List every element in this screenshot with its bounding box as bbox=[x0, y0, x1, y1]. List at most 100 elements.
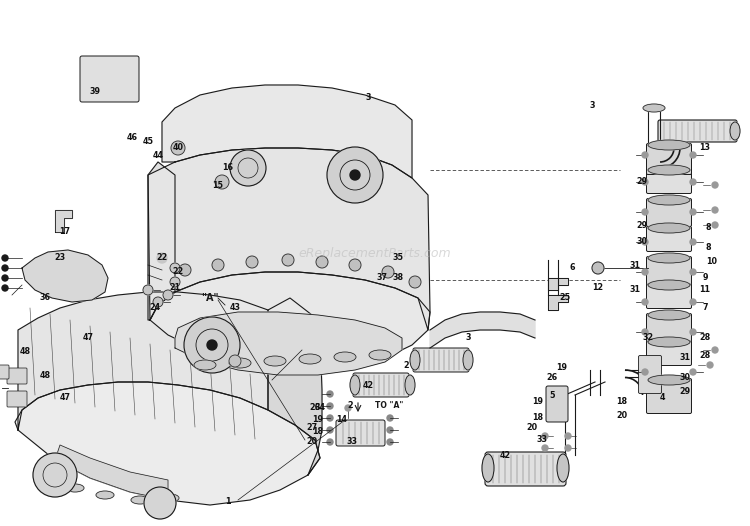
Text: 10: 10 bbox=[706, 258, 718, 267]
FancyBboxPatch shape bbox=[646, 257, 692, 285]
Ellipse shape bbox=[299, 354, 321, 364]
FancyBboxPatch shape bbox=[646, 144, 692, 175]
FancyBboxPatch shape bbox=[80, 56, 139, 102]
Circle shape bbox=[179, 264, 191, 276]
Ellipse shape bbox=[648, 253, 690, 263]
Text: 44: 44 bbox=[152, 150, 164, 159]
Text: 37: 37 bbox=[376, 274, 388, 282]
Circle shape bbox=[327, 439, 333, 445]
Text: 22: 22 bbox=[156, 254, 168, 262]
Polygon shape bbox=[148, 148, 430, 330]
Text: 42: 42 bbox=[500, 450, 511, 460]
Text: "A": "A" bbox=[201, 293, 219, 303]
Ellipse shape bbox=[131, 496, 149, 504]
Text: 28: 28 bbox=[699, 350, 711, 359]
Ellipse shape bbox=[350, 375, 360, 395]
Circle shape bbox=[707, 362, 713, 368]
Text: 13: 13 bbox=[700, 144, 710, 153]
Ellipse shape bbox=[264, 356, 286, 366]
Polygon shape bbox=[548, 295, 568, 310]
Polygon shape bbox=[148, 162, 175, 320]
Circle shape bbox=[642, 152, 648, 158]
Circle shape bbox=[207, 340, 217, 350]
Text: 31: 31 bbox=[629, 286, 640, 295]
FancyBboxPatch shape bbox=[546, 386, 568, 422]
Circle shape bbox=[2, 275, 8, 281]
Text: 4: 4 bbox=[659, 393, 664, 402]
Circle shape bbox=[170, 263, 180, 273]
Text: 42: 42 bbox=[362, 380, 374, 389]
Circle shape bbox=[2, 285, 8, 291]
Circle shape bbox=[712, 182, 718, 188]
Polygon shape bbox=[15, 382, 320, 505]
FancyBboxPatch shape bbox=[485, 452, 566, 486]
Circle shape bbox=[642, 209, 648, 215]
Text: 35: 35 bbox=[392, 254, 404, 262]
Circle shape bbox=[246, 256, 258, 268]
Text: 1: 1 bbox=[225, 498, 231, 507]
Ellipse shape bbox=[334, 352, 356, 362]
Circle shape bbox=[282, 254, 294, 266]
Ellipse shape bbox=[643, 104, 665, 112]
Circle shape bbox=[565, 433, 571, 439]
Text: 3: 3 bbox=[590, 100, 595, 109]
Circle shape bbox=[690, 209, 696, 215]
Ellipse shape bbox=[66, 484, 84, 492]
Polygon shape bbox=[175, 312, 402, 375]
Polygon shape bbox=[162, 85, 412, 178]
FancyBboxPatch shape bbox=[7, 391, 27, 407]
Circle shape bbox=[642, 179, 648, 185]
Circle shape bbox=[171, 141, 185, 155]
Circle shape bbox=[642, 269, 648, 275]
Text: 32: 32 bbox=[643, 333, 653, 342]
Circle shape bbox=[690, 329, 696, 335]
Circle shape bbox=[327, 415, 333, 421]
Circle shape bbox=[409, 276, 421, 288]
FancyBboxPatch shape bbox=[646, 168, 692, 194]
FancyBboxPatch shape bbox=[0, 365, 9, 379]
Text: 31: 31 bbox=[680, 353, 691, 362]
Circle shape bbox=[229, 355, 241, 367]
FancyBboxPatch shape bbox=[646, 313, 692, 341]
Text: 39: 39 bbox=[89, 87, 101, 96]
Text: 20: 20 bbox=[526, 423, 538, 432]
Text: 43: 43 bbox=[230, 304, 241, 312]
Ellipse shape bbox=[463, 350, 473, 370]
Circle shape bbox=[712, 347, 718, 353]
Text: 12: 12 bbox=[592, 284, 604, 292]
Text: 3: 3 bbox=[365, 94, 370, 103]
Text: 18: 18 bbox=[532, 413, 544, 422]
FancyBboxPatch shape bbox=[646, 379, 692, 413]
Text: 20: 20 bbox=[616, 410, 628, 420]
Ellipse shape bbox=[96, 491, 114, 499]
Text: 46: 46 bbox=[127, 134, 137, 143]
Text: 6: 6 bbox=[569, 264, 574, 272]
Text: 36: 36 bbox=[40, 294, 50, 302]
Ellipse shape bbox=[648, 280, 690, 290]
Text: 21: 21 bbox=[170, 284, 181, 292]
Ellipse shape bbox=[648, 337, 690, 347]
FancyBboxPatch shape bbox=[336, 420, 385, 446]
FancyBboxPatch shape bbox=[7, 368, 27, 384]
Circle shape bbox=[690, 179, 696, 185]
Polygon shape bbox=[548, 278, 568, 290]
FancyBboxPatch shape bbox=[413, 348, 469, 372]
Ellipse shape bbox=[648, 165, 690, 175]
Ellipse shape bbox=[648, 375, 690, 385]
Circle shape bbox=[642, 369, 648, 375]
Circle shape bbox=[712, 222, 718, 228]
Text: 14: 14 bbox=[337, 416, 347, 424]
Text: 23: 23 bbox=[55, 254, 65, 262]
FancyBboxPatch shape bbox=[646, 340, 692, 366]
Circle shape bbox=[316, 256, 328, 268]
Polygon shape bbox=[22, 250, 108, 302]
Text: 25: 25 bbox=[560, 294, 571, 302]
Circle shape bbox=[387, 427, 393, 433]
Polygon shape bbox=[268, 298, 322, 475]
Circle shape bbox=[642, 299, 648, 305]
Text: 16: 16 bbox=[223, 164, 233, 173]
Text: 2: 2 bbox=[347, 400, 352, 410]
Circle shape bbox=[327, 391, 333, 397]
Ellipse shape bbox=[648, 223, 690, 233]
Text: 47: 47 bbox=[59, 393, 70, 402]
